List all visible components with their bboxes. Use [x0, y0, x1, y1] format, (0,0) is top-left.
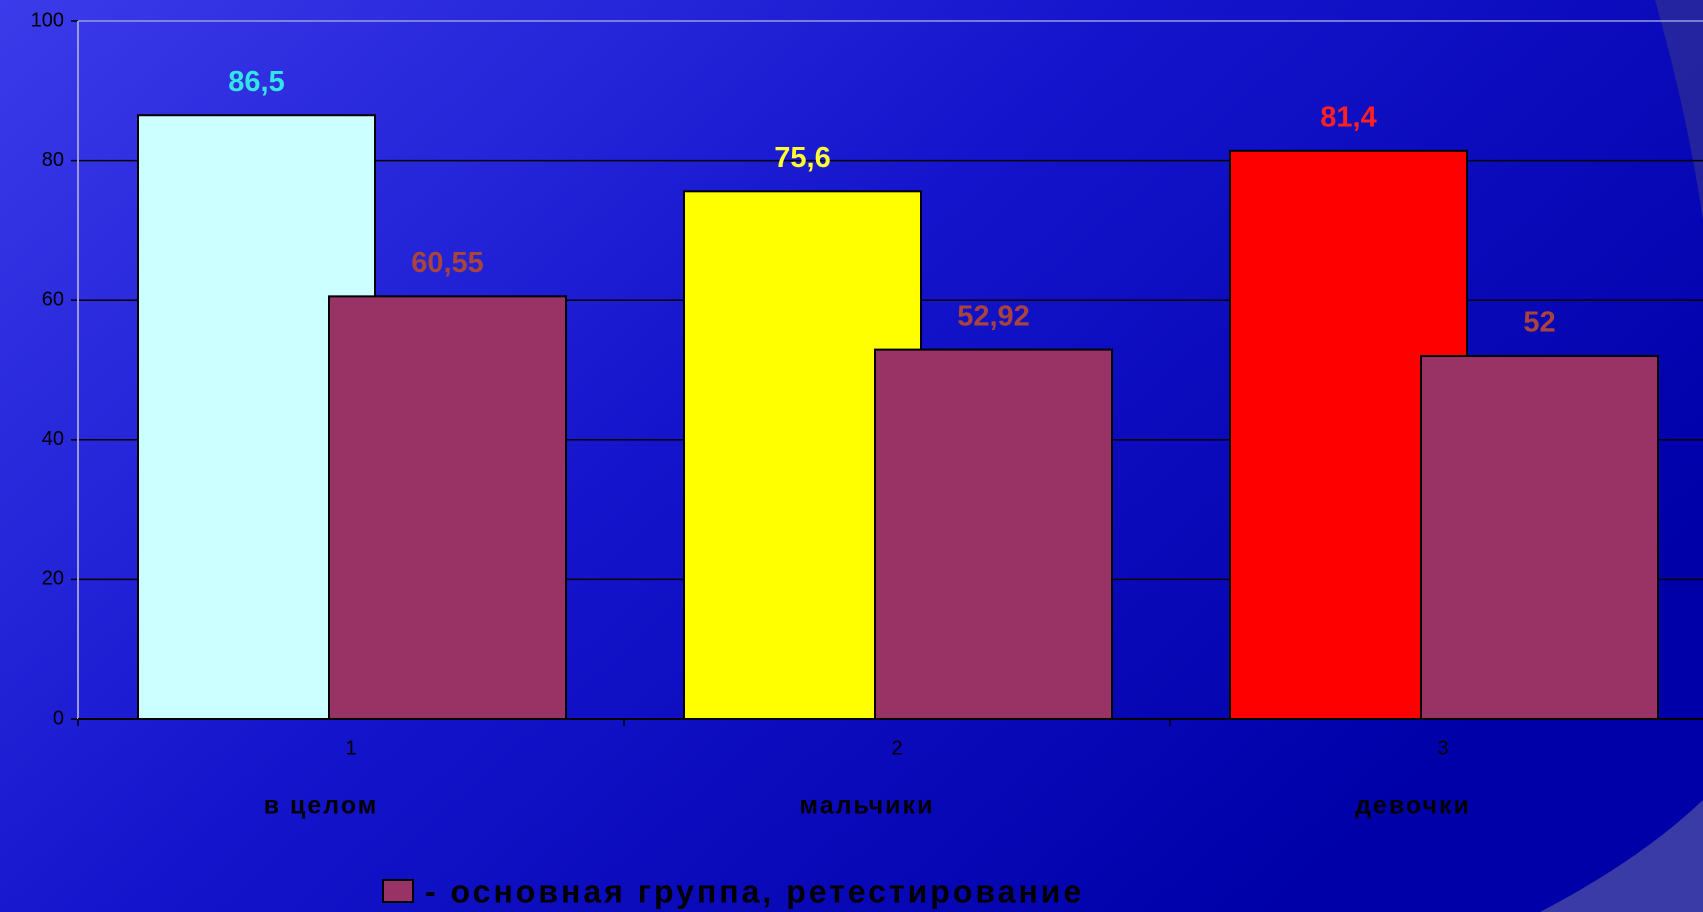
data-label: 81,4 — [1320, 101, 1376, 133]
decoration — [1540, 800, 1703, 912]
x-tick-label: 2 — [891, 737, 902, 759]
decoration — [1655, 0, 1703, 500]
y-tick-label: 40 — [42, 428, 64, 450]
y-tick-label: 80 — [42, 149, 64, 171]
y-tick-label: 20 — [42, 568, 64, 590]
group-label: девочки — [1355, 792, 1471, 820]
legend-label: - основная группа, ретестирование — [425, 873, 1084, 909]
data-label: 75,6 — [774, 142, 830, 174]
group-label: в целом — [264, 792, 379, 820]
y-tick-label: 60 — [42, 288, 64, 310]
bar — [1420, 355, 1659, 720]
data-label: 86,5 — [228, 66, 284, 98]
data-label: 52 — [1523, 307, 1555, 339]
data-label: 60,55 — [411, 247, 484, 279]
bar — [874, 348, 1113, 720]
x-tick-label: 1 — [345, 737, 356, 759]
x-tick-label: 3 — [1437, 737, 1448, 759]
y-tick-label: 100 — [31, 9, 64, 31]
group-label: мальчики — [800, 792, 935, 820]
data-label: 52,92 — [957, 300, 1030, 332]
legend-swatch — [382, 879, 414, 903]
plot-area: 0 20 40 60 80 100 1 в целом 86,5 60,55 2 мальчики 75… — [31, 9, 1703, 820]
y-tick-label: 0 — [53, 707, 64, 729]
bar — [328, 295, 567, 720]
